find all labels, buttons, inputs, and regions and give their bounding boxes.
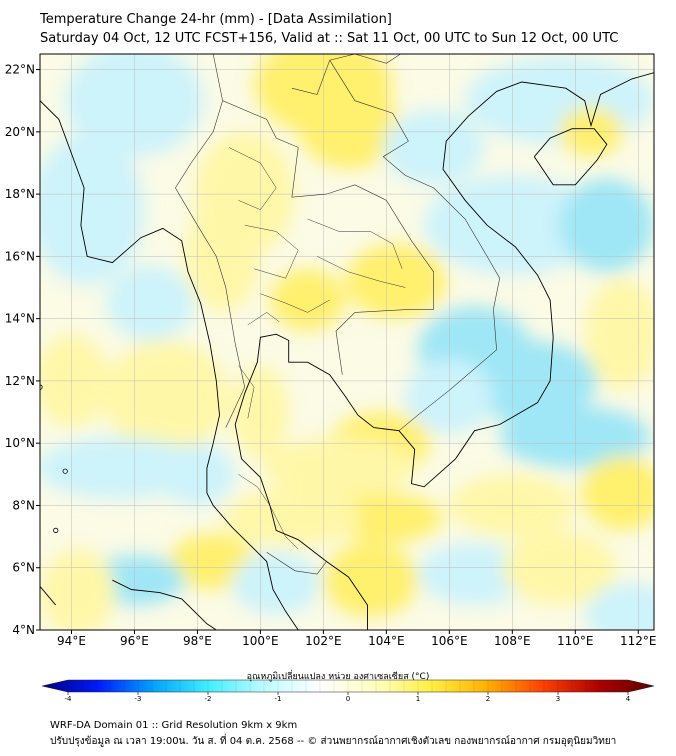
field-anomaly xyxy=(102,340,229,453)
province-border xyxy=(307,218,403,269)
lon-tick-label: 96°E xyxy=(120,634,149,648)
lat-tick-label: 8°N xyxy=(12,498,35,512)
chart-title: Temperature Change 24-hr (mm) - [Data As… xyxy=(40,12,392,27)
colorbar-segments xyxy=(81,680,615,692)
country-border xyxy=(212,54,434,375)
coastline xyxy=(40,586,57,606)
footer-model-info: WRF-DA Domain 01 :: Grid Resolution 9km … xyxy=(50,720,298,731)
lat-tick-label: 6°N xyxy=(12,561,35,575)
field-anomaly xyxy=(40,549,116,630)
colorbar-tick-label: 4 xyxy=(626,695,631,703)
lat-tick-label: 12°N xyxy=(5,374,35,388)
lon-tick-label: 108°E xyxy=(494,634,531,648)
field-anomaly xyxy=(584,583,654,630)
lon-tick-label: 102°E xyxy=(305,634,342,648)
map-frame xyxy=(39,53,655,631)
lon-tick-label: 106°E xyxy=(431,634,468,648)
island xyxy=(32,354,36,358)
longitude-axis: 94°E 96°E 98°E 100°E 102°E 104°E 106°E 108°E 110… xyxy=(57,630,657,648)
province-border xyxy=(316,256,406,288)
country-border xyxy=(266,551,327,575)
province-border xyxy=(238,365,255,419)
field-anomaly xyxy=(559,178,654,272)
lat-tick-label: 20°N xyxy=(5,125,35,139)
field-anomaly xyxy=(584,278,654,391)
lat-tick-label: 10°N xyxy=(5,436,35,450)
country-border xyxy=(329,60,501,431)
island xyxy=(40,384,43,390)
colorbar: -4 -3 -2 -1 0 1 2 3 4 xyxy=(41,679,655,703)
lat-tick-label: 16°N xyxy=(5,249,35,263)
temperature-field xyxy=(40,54,654,630)
field-anomaly xyxy=(465,57,654,145)
field-anomaly xyxy=(345,243,447,319)
coastline xyxy=(112,579,217,630)
field-anomaly xyxy=(383,110,484,185)
lon-tick-label: 94°E xyxy=(57,634,86,648)
country-border xyxy=(291,54,402,95)
colorbar-title: อุณหภูมิเปลี่ยนแปลง หน่วย องศาเซลเซียส (… xyxy=(246,672,430,682)
grid-lines xyxy=(40,54,654,630)
field-anomaly xyxy=(106,265,195,341)
lat-tick-label: 22°N xyxy=(5,63,35,77)
country-border xyxy=(175,100,246,428)
field-anomaly xyxy=(232,552,321,615)
province-border xyxy=(247,312,280,326)
coastlines xyxy=(28,72,654,630)
admin-borders xyxy=(175,54,501,575)
colorbar-tick-label: -1 xyxy=(275,695,282,703)
colorbar-tick-label: 2 xyxy=(486,695,490,703)
colorbar-tick-label: 1 xyxy=(416,695,420,703)
coastline xyxy=(533,128,608,186)
province-border xyxy=(228,147,277,211)
island xyxy=(62,468,68,474)
lon-tick-label: 98°E xyxy=(183,634,212,648)
chart-subtitle: Saturday 04 Oct, 12 UTC FCST+156, Valid … xyxy=(40,31,619,46)
lat-tick-label: 18°N xyxy=(5,187,35,201)
field-anomaly xyxy=(263,436,415,500)
field-anomaly xyxy=(40,134,144,285)
latitude-axis: 4°N 6°N 8°N 10°N 12°N 14°N 16°N 18°N 20°N 22°N xyxy=(5,63,40,637)
field-anomaly xyxy=(222,489,362,546)
lon-tick-label: 104°E xyxy=(368,634,405,648)
lon-tick-label: 100°E xyxy=(242,634,279,648)
field-anomaly xyxy=(417,542,532,606)
lat-tick-label: 14°N xyxy=(5,312,35,326)
map-area xyxy=(28,54,654,630)
lon-tick-label: 110°E xyxy=(557,634,594,648)
island xyxy=(53,527,59,533)
field-anomaly xyxy=(581,455,654,531)
field-anomaly xyxy=(40,436,201,500)
island xyxy=(28,404,32,408)
province-border xyxy=(244,224,299,279)
coastline xyxy=(40,100,299,630)
field-anomaly xyxy=(269,268,346,332)
colorbar-tick-label: 3 xyxy=(556,695,560,703)
lon-tick-label: 112°E xyxy=(620,634,657,648)
coastline xyxy=(234,72,654,630)
footer-credit: ปรับปรุงข้อมูล ณ เวลา 19:00น. วัน ส. ที่… xyxy=(50,736,617,747)
province-border xyxy=(260,293,330,313)
colorbar-tick-label: -3 xyxy=(135,695,142,703)
field-anomaly xyxy=(323,542,418,618)
colorbar-tick-label: -4 xyxy=(65,695,73,703)
colorbar-tick-label: -2 xyxy=(205,695,212,703)
lat-tick-label: 4°N xyxy=(12,623,35,637)
colorbar-ticks: -4 -3 -2 -1 0 1 2 3 4 xyxy=(65,692,631,703)
colorbar-tick-label: 0 xyxy=(346,695,350,703)
